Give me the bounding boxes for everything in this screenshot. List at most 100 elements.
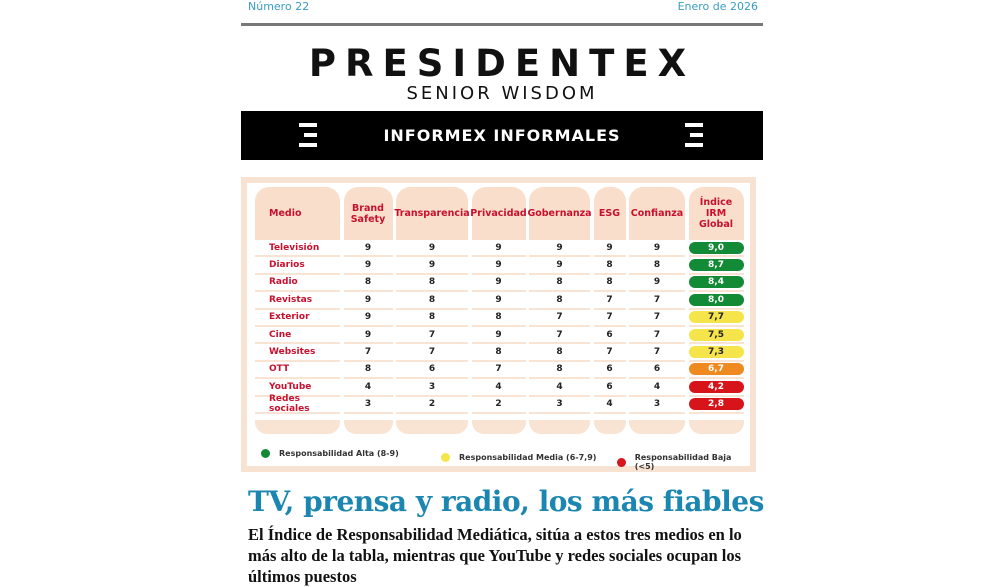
column-footer bbox=[343, 419, 393, 434]
score-cell: 4 bbox=[629, 379, 685, 397]
score-cell: 9 bbox=[343, 240, 393, 258]
score-cell: 4 bbox=[343, 379, 393, 397]
masthead-meta: Número 22 Enero de 2026 bbox=[248, 0, 758, 13]
score-cell: 9 bbox=[529, 257, 590, 275]
irm-table: Medio Televisión Diarios Radio Revistas Exter… bbox=[255, 187, 744, 434]
row-medio: Cine bbox=[255, 327, 340, 345]
column-footer bbox=[471, 419, 526, 434]
score-cell: 9 bbox=[529, 240, 590, 258]
score-cell: 8 bbox=[529, 362, 590, 380]
score-cell: 6 bbox=[396, 362, 468, 380]
section-banner: INFORMEX INFORMALES bbox=[241, 111, 763, 160]
score-cell: 6 bbox=[593, 362, 626, 380]
score-cell: 9 bbox=[629, 275, 685, 293]
irm-cell: 6,7 bbox=[688, 362, 744, 380]
score-cell: 7 bbox=[471, 362, 526, 380]
score-cell: 9 bbox=[471, 275, 526, 293]
irm-badge: 4,2 bbox=[688, 380, 744, 393]
irm-cell: 7,7 bbox=[688, 310, 744, 327]
logo-tagline: SENIOR WISDOM bbox=[406, 83, 598, 104]
score-cell: 3 bbox=[629, 397, 685, 414]
score-cell: 4 bbox=[529, 379, 590, 397]
score-cell: 9 bbox=[593, 240, 626, 258]
score-cell: 8 bbox=[593, 257, 626, 275]
irm-badge: 7,5 bbox=[688, 328, 744, 341]
table-column: Privacidad 9 9 9 9 8 9 8 7 4 2 bbox=[470, 187, 527, 434]
table-column: Transparencia 9 9 8 8 8 7 7 6 3 2 bbox=[394, 187, 470, 434]
score-cell: 8 bbox=[396, 310, 468, 327]
score-cell: 8 bbox=[343, 362, 393, 380]
score-cell: 7 bbox=[593, 310, 626, 327]
column-header: Gobernanza bbox=[527, 187, 592, 240]
score-cell: 9 bbox=[396, 257, 468, 275]
score-cell: 7 bbox=[343, 344, 393, 362]
score-cell: 9 bbox=[343, 310, 393, 327]
issue-number: Número 22 bbox=[248, 0, 310, 13]
row-medio: Televisión bbox=[255, 240, 340, 258]
score-cell: 9 bbox=[471, 240, 526, 258]
table-column: Índice IRM Global 9,0 8,7 8,4 8,0 7,7 7,5 7,3 6,… bbox=[688, 187, 744, 434]
score-cell: 8 bbox=[471, 310, 526, 327]
score-cell: 7 bbox=[396, 344, 468, 362]
row-medio: OTT bbox=[255, 362, 340, 380]
score-cell: 8 bbox=[343, 275, 393, 293]
score-cell: 9 bbox=[471, 292, 526, 310]
score-cell: 8 bbox=[529, 275, 590, 293]
irm-badge: 8,7 bbox=[688, 259, 744, 272]
column-footer bbox=[255, 419, 340, 434]
score-cell: 9 bbox=[343, 292, 393, 310]
score-cell: 9 bbox=[343, 327, 393, 345]
irm-badge: 6,7 bbox=[688, 363, 744, 376]
section-title: INFORMEX INFORMALES bbox=[383, 126, 621, 145]
table-column: ESG 9 8 8 7 7 6 7 6 6 4 bbox=[593, 187, 626, 434]
score-cell: 6 bbox=[593, 327, 626, 345]
divider bbox=[241, 23, 763, 26]
column-footer bbox=[688, 419, 744, 434]
irm-badge: 8,4 bbox=[688, 276, 744, 289]
legend-dot-icon bbox=[261, 449, 270, 458]
column-header: Índice IRM Global bbox=[688, 187, 744, 240]
column-header: Privacidad bbox=[470, 187, 527, 240]
row-medio: Websites bbox=[255, 344, 340, 362]
column-footer bbox=[629, 419, 685, 434]
irm-table-panel: Medio Televisión Diarios Radio Revistas Exter… bbox=[241, 177, 756, 472]
legend-label: Responsabilidad Baja (<5) bbox=[634, 453, 732, 471]
irm-cell: 8,7 bbox=[688, 257, 744, 275]
column-header: Medio bbox=[255, 187, 340, 240]
logo: PRESIDENTEX bbox=[308, 42, 696, 85]
score-cell: 7 bbox=[529, 327, 590, 345]
irm-cell: 2,8 bbox=[688, 397, 744, 414]
score-cell: 7 bbox=[629, 327, 685, 345]
issue-date: Enero de 2026 bbox=[677, 0, 758, 13]
legend-label: Responsabilidad Alta (8-9) bbox=[279, 449, 399, 458]
score-cell: 2 bbox=[396, 397, 468, 414]
column-header: ESG bbox=[593, 187, 626, 240]
score-cell: 7 bbox=[396, 327, 468, 345]
legend-item: Responsabilidad Baja (<5) bbox=[617, 453, 750, 471]
score-cell: 8 bbox=[529, 292, 590, 310]
legend-item: Responsabilidad Alta (8-9) bbox=[261, 449, 399, 458]
irm-cell: 8,0 bbox=[688, 292, 744, 310]
score-cell: 3 bbox=[343, 397, 393, 414]
column-header: Confianza bbox=[629, 187, 685, 240]
row-medio: Exterior bbox=[255, 310, 340, 327]
row-medio: YouTube bbox=[255, 379, 340, 397]
score-cell: 7 bbox=[629, 292, 685, 310]
score-cell: 4 bbox=[471, 379, 526, 397]
score-cell: 9 bbox=[343, 257, 393, 275]
score-cell: 3 bbox=[529, 397, 590, 414]
column-footer bbox=[529, 419, 590, 434]
row-medio: Diarios bbox=[255, 257, 340, 275]
irm-cell: 7,5 bbox=[688, 327, 744, 345]
score-cell: 4 bbox=[593, 397, 626, 414]
irm-cell: 4,2 bbox=[688, 379, 744, 397]
table-column: Medio Televisión Diarios Radio Revistas Exter… bbox=[255, 187, 340, 434]
irm-cell: 9,0 bbox=[688, 240, 744, 258]
table-column: Brand Safety 9 9 8 9 9 9 7 8 4 3 bbox=[343, 187, 393, 434]
row-medio: Revistas bbox=[255, 292, 340, 310]
score-cell: 9 bbox=[471, 327, 526, 345]
irm-badge: 8,0 bbox=[688, 293, 744, 306]
row-medio: Redes sociales bbox=[255, 394, 340, 414]
irm-badge: 9,0 bbox=[688, 241, 744, 254]
score-cell: 6 bbox=[629, 362, 685, 380]
